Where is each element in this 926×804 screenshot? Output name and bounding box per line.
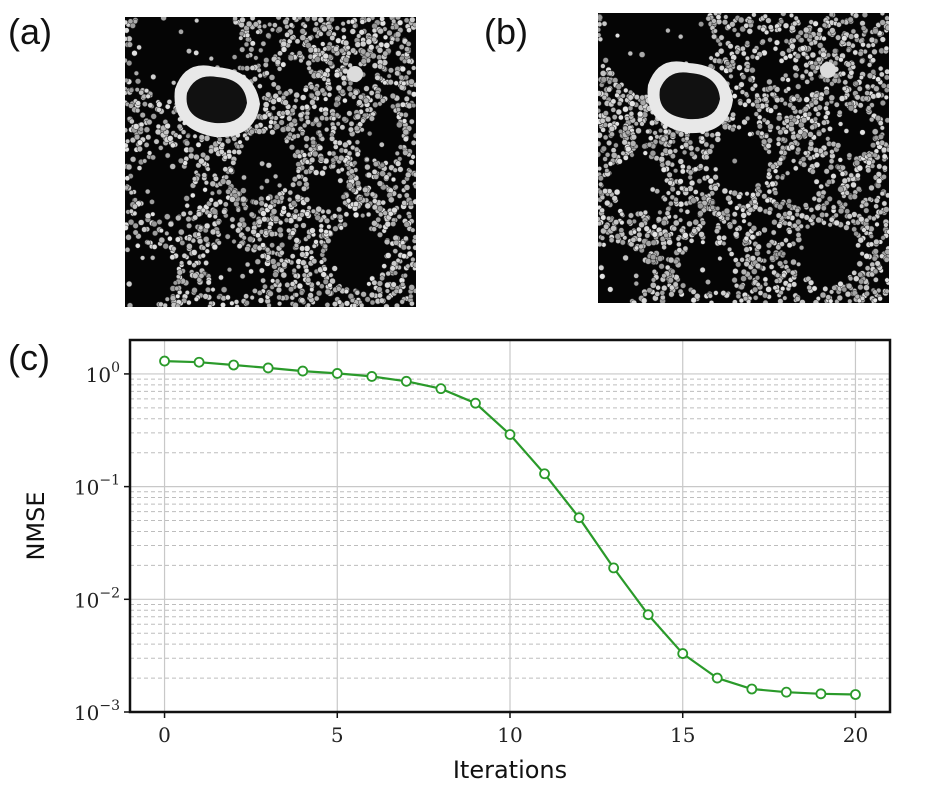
nmse-data-point [539,468,550,480]
nmse-data-point [159,355,170,367]
nmse-data-point [228,359,240,371]
x-tick-label: 5 [331,723,344,747]
nmse-data-point [815,688,827,700]
x-tick-label: 10 [497,723,522,747]
y-axis-label: NMSE [22,491,50,560]
particle-layer [125,17,416,307]
grid-lines [130,339,890,713]
nmse-chart: (c) 0 5 10 15 20 10−3 10−2 10−1 100 Iterations NMS… [0,330,926,804]
nmse-data-point [711,672,723,684]
y-tick-label: 10−1 [74,473,120,500]
nmse-data-point [435,383,447,395]
nmse-data-point [297,365,309,377]
nmse-data-point [677,648,689,659]
panel-label-b: (b) [484,11,528,52]
nmse-data-point [470,397,481,409]
panel-label-c: (c) [8,337,50,378]
nmse-data-point [573,512,585,524]
nmse-data-point [746,683,758,695]
defect-region [647,61,836,134]
nmse-chart-svg: 0 5 10 15 20 10−3 10−2 10−1 100 Iterations NMSE [22,338,892,784]
nmse-data-point [400,375,412,387]
nmse-data-point [504,429,516,440]
nmse-data-point [850,689,861,700]
x-tick-label: 20 [843,723,868,747]
nmse-data-point [193,356,205,368]
defect-region [174,65,363,138]
nmse-data-point [331,368,343,379]
y-tick-label: 100 [86,360,120,387]
y-tick-label: 10−2 [74,585,120,612]
particle-layer [598,13,889,303]
x-axis-label: Iterations [453,756,567,784]
x-tick-label: 15 [670,723,695,747]
nmse-data-point [608,562,620,574]
micrograph-image-b [598,13,889,303]
micrograph-image-a [125,17,416,307]
panel-label-a: (a) [8,11,52,52]
y-tick-label: 10−3 [74,698,120,725]
nmse-data-point [780,686,792,698]
nmse-data-point [262,362,274,374]
nmse-data-point [642,609,654,621]
x-tick-label: 0 [158,723,171,747]
nmse-data-point [366,371,378,382]
